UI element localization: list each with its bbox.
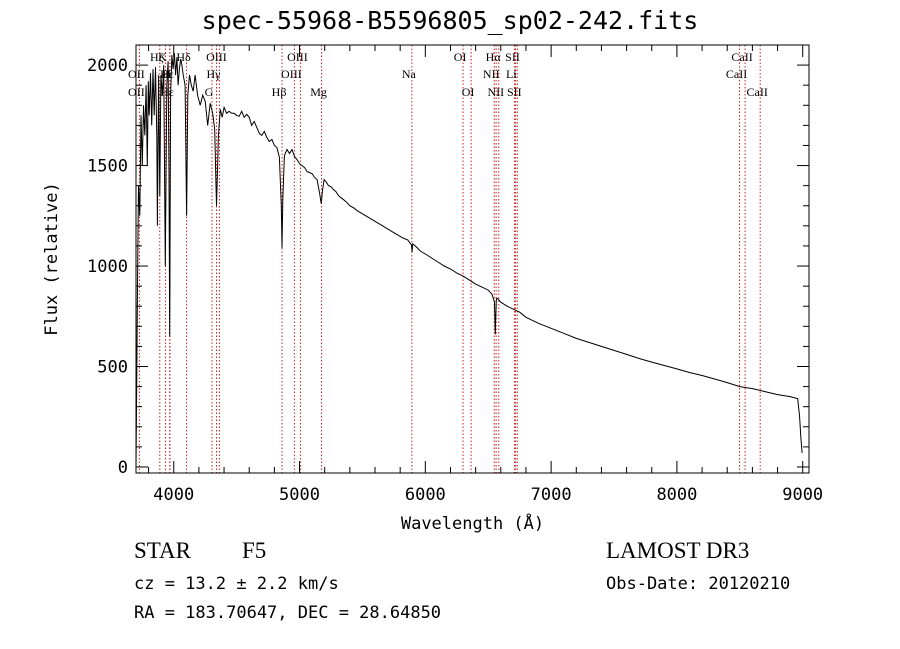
- line-label: OI: [462, 85, 475, 99]
- line-label: OIII: [206, 50, 227, 64]
- y-tick-label: 1500: [87, 157, 128, 177]
- y-tick-label: 0: [118, 458, 128, 478]
- object-class: STAR: [134, 538, 191, 563]
- x-tick-label: 5000: [279, 485, 320, 505]
- plot-frame: [135, 44, 810, 474]
- line-label: Na: [402, 67, 417, 81]
- x-tick-label: 8000: [656, 485, 697, 505]
- line-label: Hβ: [272, 85, 287, 99]
- x-tick-label: 7000: [531, 485, 572, 505]
- line-label: OII: [128, 67, 145, 81]
- line-label: OI: [454, 50, 467, 64]
- line-label: CaII: [747, 85, 768, 99]
- line-label: SII: [507, 85, 522, 99]
- line-markers: [138, 45, 761, 473]
- line-label: Hγ: [207, 67, 222, 81]
- line-labels: Hζ OII OII Hε Hε KH Hδ G OIII Hγ Hβ OIII OIII Mg Na OI O…: [128, 50, 768, 99]
- redshift-cz: cz = 13.2 ± 2.2 km/s: [134, 574, 339, 594]
- x-axis-label: Wavelength (Å): [401, 512, 544, 534]
- y-tick-label: 1000: [87, 257, 128, 277]
- line-label: CaII: [726, 67, 747, 81]
- line-label: G: [205, 85, 214, 99]
- line-label: SII: [505, 50, 520, 64]
- line-label: Hε: [160, 85, 174, 99]
- x-tick-label: 4000: [153, 485, 194, 505]
- observation-date: Obs-Date: 20120210: [606, 574, 791, 594]
- line-label: H: [162, 67, 171, 81]
- line-label: NII: [487, 85, 504, 99]
- line-label: NII: [483, 67, 500, 81]
- line-label: Hζ: [150, 50, 164, 64]
- line-label: Mg: [310, 85, 327, 99]
- line-label: CaII: [731, 50, 752, 64]
- ra-dec-coordinates: RA = 183.70647, DEC = 28.64850: [134, 603, 442, 623]
- line-label: OII: [128, 85, 145, 99]
- line-label: K: [158, 50, 167, 64]
- line-label: Hε: [160, 67, 174, 81]
- survey-name: LAMOST DR3: [606, 538, 750, 563]
- line-label: OIII: [287, 50, 308, 64]
- line-label: Hδ: [176, 50, 191, 64]
- spectral-subclass: F5: [242, 538, 267, 563]
- x-tick-label: 6000: [405, 485, 446, 505]
- axis-ticks: [136, 44, 809, 473]
- y-axis-label: Flux (relative): [42, 182, 62, 336]
- spectrum-line: [135, 52, 803, 468]
- line-label: Hα: [486, 50, 502, 64]
- line-label: Li: [506, 67, 517, 81]
- plot-title: spec-55968-B5596805_sp02-242.fits: [201, 6, 699, 35]
- y-tick-label: 500: [97, 358, 128, 378]
- tick-labels: 4000 5000 6000 7000 8000 9000 0 500 1000 1500 2000: [87, 56, 823, 505]
- line-label: OIII: [281, 67, 302, 81]
- y-tick-label: 2000: [87, 56, 128, 76]
- x-tick-label: 9000: [782, 485, 823, 505]
